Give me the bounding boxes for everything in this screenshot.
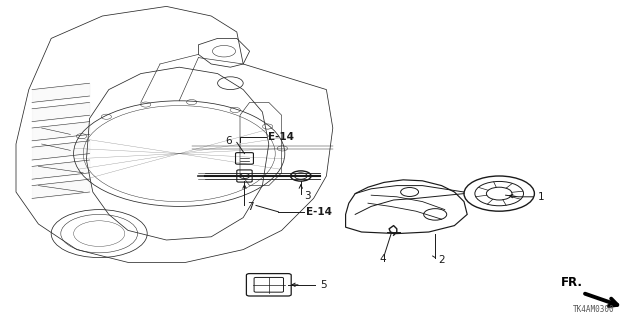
Text: 1: 1 [538, 192, 544, 202]
Text: 3: 3 [304, 191, 310, 201]
Text: 5: 5 [320, 280, 326, 290]
Text: TK4AM0300: TK4AM0300 [573, 305, 614, 314]
Text: 7: 7 [247, 202, 253, 212]
Text: E-14: E-14 [306, 207, 332, 217]
Text: E-14: E-14 [268, 132, 294, 142]
Text: 4: 4 [380, 253, 386, 264]
Text: 6: 6 [225, 136, 232, 146]
Text: 2: 2 [438, 255, 445, 265]
Text: FR.: FR. [561, 276, 582, 289]
